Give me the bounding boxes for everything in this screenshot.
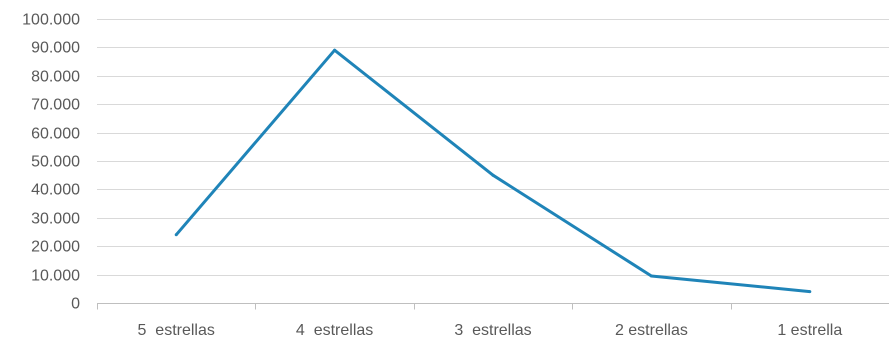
x-tick-label: 4 estrellas [296, 322, 373, 339]
data-point [491, 173, 495, 177]
y-tick-label: 60.000 [31, 126, 80, 143]
y-tick-label: 80.000 [31, 69, 80, 86]
gridlines [97, 19, 889, 276]
y-tick-label: 0 [71, 296, 80, 313]
y-tick-label: 40.000 [31, 182, 80, 199]
y-tick-label: 30.000 [31, 211, 80, 228]
data-point [649, 274, 653, 278]
y-tick-label: 90.000 [31, 40, 80, 57]
y-tick-label: 10.000 [31, 268, 80, 285]
x-tick-label: 3 estrellas [454, 322, 531, 339]
x-tick-label: 1 estrella [777, 322, 842, 339]
data-point [808, 290, 812, 294]
y-tick-label: 20.000 [31, 239, 80, 256]
data-point [174, 233, 178, 237]
y-tick-label: 70.000 [31, 97, 80, 114]
series-group [174, 48, 812, 294]
y-tick-label: 100.000 [22, 12, 80, 29]
y-axis-tick-labels: 0 10.000 20.000 30.000 40.000 50.000 60.000 70.… [22, 12, 80, 313]
x-tick-label: 5 estrellas [138, 322, 215, 339]
series-line [175, 48, 810, 294]
data-point [333, 48, 337, 52]
y-tick-label: 50.000 [31, 154, 80, 171]
x-tick-label: 2 estrellas [615, 322, 688, 339]
x-axis [97, 303, 889, 310]
x-axis-tick-labels: 5 estrellas 4 estrellas 3 estrellas 2 estre… [138, 322, 843, 339]
